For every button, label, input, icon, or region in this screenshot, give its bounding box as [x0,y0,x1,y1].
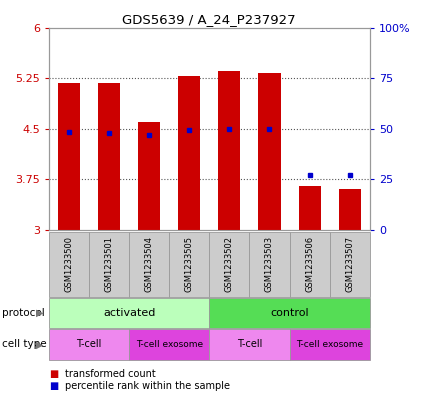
Text: GSM1233506: GSM1233506 [305,236,314,292]
Bar [178,76,200,230]
Text: T-cell exosome: T-cell exosome [136,340,203,349]
Text: T-cell: T-cell [76,340,102,349]
Text: ■: ■ [49,369,58,379]
Text: GSM1233501: GSM1233501 [105,236,113,292]
Text: transformed count: transformed count [65,369,156,379]
Bar [58,83,80,230]
Text: protocol: protocol [2,308,45,318]
Title: GDS5639 / A_24_P237927: GDS5639 / A_24_P237927 [122,13,296,26]
Text: GSM1233502: GSM1233502 [225,236,234,292]
Text: ■: ■ [49,381,58,391]
Text: activated: activated [103,308,155,318]
Text: GSM1233504: GSM1233504 [144,236,154,292]
Bar [98,83,120,230]
Bar [339,189,361,230]
Text: GSM1233500: GSM1233500 [65,236,74,292]
Text: T-cell: T-cell [237,340,262,349]
Bar [258,73,280,230]
Text: percentile rank within the sample: percentile rank within the sample [65,381,230,391]
Text: T-cell exosome: T-cell exosome [296,340,363,349]
Text: GSM1233505: GSM1233505 [185,236,194,292]
Text: cell type: cell type [2,340,47,349]
Bar [138,122,160,230]
Bar [298,186,320,230]
Text: GSM1233507: GSM1233507 [345,236,354,292]
Text: ▶: ▶ [36,308,43,318]
Text: GSM1233503: GSM1233503 [265,236,274,292]
Text: ▶: ▶ [36,340,43,349]
Text: control: control [270,308,309,318]
Bar [218,72,241,230]
